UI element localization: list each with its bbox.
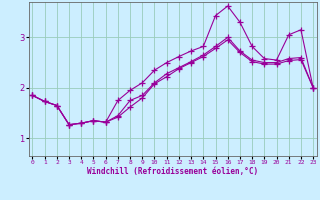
X-axis label: Windchill (Refroidissement éolien,°C): Windchill (Refroidissement éolien,°C) <box>87 167 258 176</box>
